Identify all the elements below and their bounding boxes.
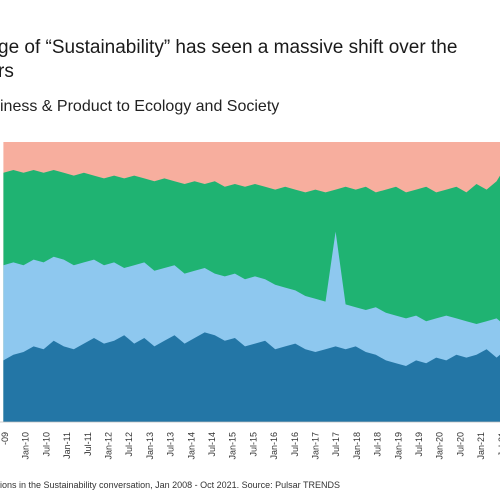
x-tick-label: Jan-19 <box>393 432 403 460</box>
chart-title: ge of “Sustainability” has seen a massiv… <box>0 36 500 84</box>
x-tick-label: Jan-11 <box>62 432 72 459</box>
x-tick-label: Jul-19 <box>414 432 424 457</box>
x-tick-label: -09 <box>0 432 10 445</box>
x-tick-label: Jul-12 <box>124 432 134 457</box>
x-tick-label: Jul-16 <box>290 432 300 457</box>
title-line-1: ge of “Sustainability” has seen a massiv… <box>0 37 458 58</box>
x-tick-label: Jul-20 <box>455 432 465 457</box>
x-tick-label: Jan-10 <box>21 432 31 460</box>
x-tick-label: Jul-21 <box>497 432 500 457</box>
x-tick-label: Jan-14 <box>186 432 196 460</box>
chart-subtitle: iness & Product to Ecology and Society <box>0 98 280 115</box>
title-line-2: rs <box>0 61 14 82</box>
x-tick-label: Jul-13 <box>166 432 176 457</box>
x-tick-label: Jan-20 <box>435 432 445 460</box>
x-tick-label: Jul-10 <box>41 432 51 457</box>
x-tick-label: Jan-15 <box>228 432 238 460</box>
x-tick-label: Jul-11 <box>83 432 93 456</box>
x-tick-label: Jan-18 <box>352 432 362 460</box>
x-tick-label: Jan-17 <box>311 432 321 460</box>
x-tick-label: Jul-14 <box>207 432 217 457</box>
x-tick-label: Jan-21 <box>476 432 486 460</box>
x-tick-label: Jul-17 <box>331 432 341 457</box>
x-tick-label: Jan-13 <box>145 432 155 460</box>
x-tick-label: Jan-16 <box>269 432 279 460</box>
x-tick-label: Jul-15 <box>248 432 258 457</box>
x-tick-label: Jul-18 <box>373 432 383 457</box>
chart-footer: ions in the Sustainability conversation,… <box>0 480 341 490</box>
area-layer-1 <box>3 332 500 422</box>
x-tick-label: Jan-12 <box>104 432 114 460</box>
